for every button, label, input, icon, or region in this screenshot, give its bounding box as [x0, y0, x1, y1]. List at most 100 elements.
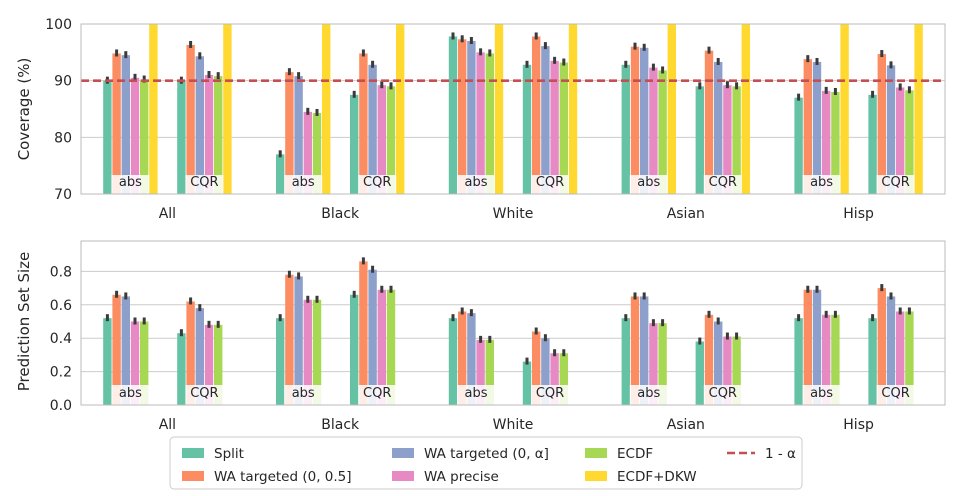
set-size-bar [877, 288, 886, 405]
coverage-bar [294, 76, 303, 194]
set-size-subgroup-label: CQR [536, 386, 564, 401]
coverage-y-tick-label: 90 [54, 74, 72, 90]
coverage-x-tick-label: Black [321, 206, 360, 222]
coverage-subgroup-label-bg [111, 175, 150, 194]
coverage-subgroup-label: abs [637, 175, 660, 190]
coverage-subgroup-label-bg [876, 175, 915, 194]
coverage-x-tick-label: White [493, 206, 534, 222]
legend-swatch [182, 471, 204, 481]
coverage-bar [386, 86, 396, 194]
coverage-bar [149, 24, 158, 194]
coverage-bar [312, 112, 322, 194]
coverage-panel: abs CQR abs CQR abs CQR abs CQR abs CQR 70 80 90 100… [15, 17, 946, 222]
coverage-bar [467, 41, 476, 194]
coverage-bar [550, 60, 559, 195]
legend-swatch [585, 448, 607, 458]
legend-box [169, 436, 803, 490]
legend-swatch [392, 471, 414, 481]
set-size-bar [448, 318, 458, 405]
coverage-subgroup-label: CQR [363, 175, 391, 190]
set-size-x-tick-label: White [493, 417, 534, 433]
set-size-bar [532, 331, 541, 405]
coverage-bar [140, 79, 149, 194]
coverage-bar [112, 53, 121, 194]
set-size-bar [822, 314, 831, 405]
set-size-x-tick-label: All [159, 417, 176, 433]
set-size-subgroup-label-bg [876, 385, 915, 405]
set-size-x-tick-label: Asian [667, 417, 705, 433]
coverage-bar [649, 67, 658, 194]
set-size-plot-frame [80, 240, 946, 406]
set-size-bar [732, 336, 741, 405]
coverage-bar [840, 24, 849, 194]
coverage-bar [494, 24, 504, 194]
coverage-bar [285, 72, 294, 194]
set-size-y-tick-label: 0.6 [50, 298, 72, 314]
coverage-bar [621, 64, 630, 194]
coverage-bar [868, 94, 877, 194]
coverage-bar [103, 80, 112, 194]
coverage-bar [448, 36, 458, 194]
coverage-y-axis-label: Coverage (%) [15, 58, 33, 161]
set-size-subgroup-label-bg [284, 385, 323, 405]
coverage-subgroup-label: abs [119, 175, 142, 190]
set-size-subgroup-label: abs [292, 386, 315, 401]
coverage-bar [485, 53, 494, 194]
set-size-y-axis-label: Prediction Set Size [15, 252, 33, 391]
coverage-subgroup-label: abs [810, 175, 833, 190]
set-size-bar [214, 324, 223, 405]
coverage-subgroup-label: CQR [709, 175, 737, 190]
set-size-x-tick-label: Hisp [843, 417, 874, 433]
legend-swatch [585, 471, 607, 481]
set-size-bar [896, 311, 905, 405]
set-size-bar [621, 318, 630, 405]
coverage-bar [704, 50, 714, 195]
coverage-bar [877, 54, 886, 195]
coverage-subgroup-label-bg [358, 175, 397, 194]
set-size-subgroup-label-bg [457, 385, 495, 405]
coverage-bar [276, 154, 285, 194]
set-size-subgroup-label: abs [465, 386, 488, 401]
coverage-bar [186, 44, 195, 194]
coverage-subgroup-label: abs [292, 175, 315, 190]
legend-label: WA targeted (0, α] [424, 446, 549, 462]
coverage-bar [458, 39, 467, 194]
coverage-bar [886, 65, 896, 194]
coverage-x-tick-label: Asian [667, 206, 705, 222]
coverage-bar [214, 76, 223, 194]
set-size-bar [204, 324, 214, 405]
coverage-subgroup-label: CQR [536, 175, 564, 190]
coverage-bar [541, 46, 550, 194]
set-size-bar [559, 353, 568, 405]
set-size-bar [550, 353, 559, 405]
set-size-bar [886, 296, 896, 405]
set-size-bar [803, 289, 812, 405]
set-size-bar [103, 318, 112, 405]
coverage-bar [359, 53, 368, 194]
set-size-bar [386, 289, 396, 405]
coverage-bar [396, 24, 405, 194]
set-size-subgroup-label: CQR [190, 386, 218, 401]
legend-label: ECDF+DKW [617, 469, 697, 485]
coverage-y-tick-label: 70 [54, 187, 72, 203]
coverage-x-tick-label: All [159, 206, 176, 222]
coverage-bar [741, 24, 750, 194]
set-size-subgroup-label: abs [637, 386, 660, 401]
set-size-subgroup-label: abs [810, 386, 833, 401]
set-size-bar [467, 313, 476, 405]
set-size-bar [831, 314, 840, 405]
coverage-bar [723, 85, 732, 194]
coverage-bar [121, 55, 130, 194]
set-size-bar [658, 323, 667, 405]
coverage-bar [322, 24, 331, 194]
set-size-subgroup-label-bg [358, 385, 397, 405]
set-size-bar [377, 289, 386, 405]
set-size-bar [522, 361, 532, 405]
set-size-bar [195, 308, 204, 405]
set-size-bar [350, 294, 359, 405]
set-size-bar [812, 289, 822, 405]
set-size-subgroup-label-bg [703, 385, 742, 405]
coverage-bar [204, 75, 214, 194]
coverage-bar [667, 24, 676, 194]
